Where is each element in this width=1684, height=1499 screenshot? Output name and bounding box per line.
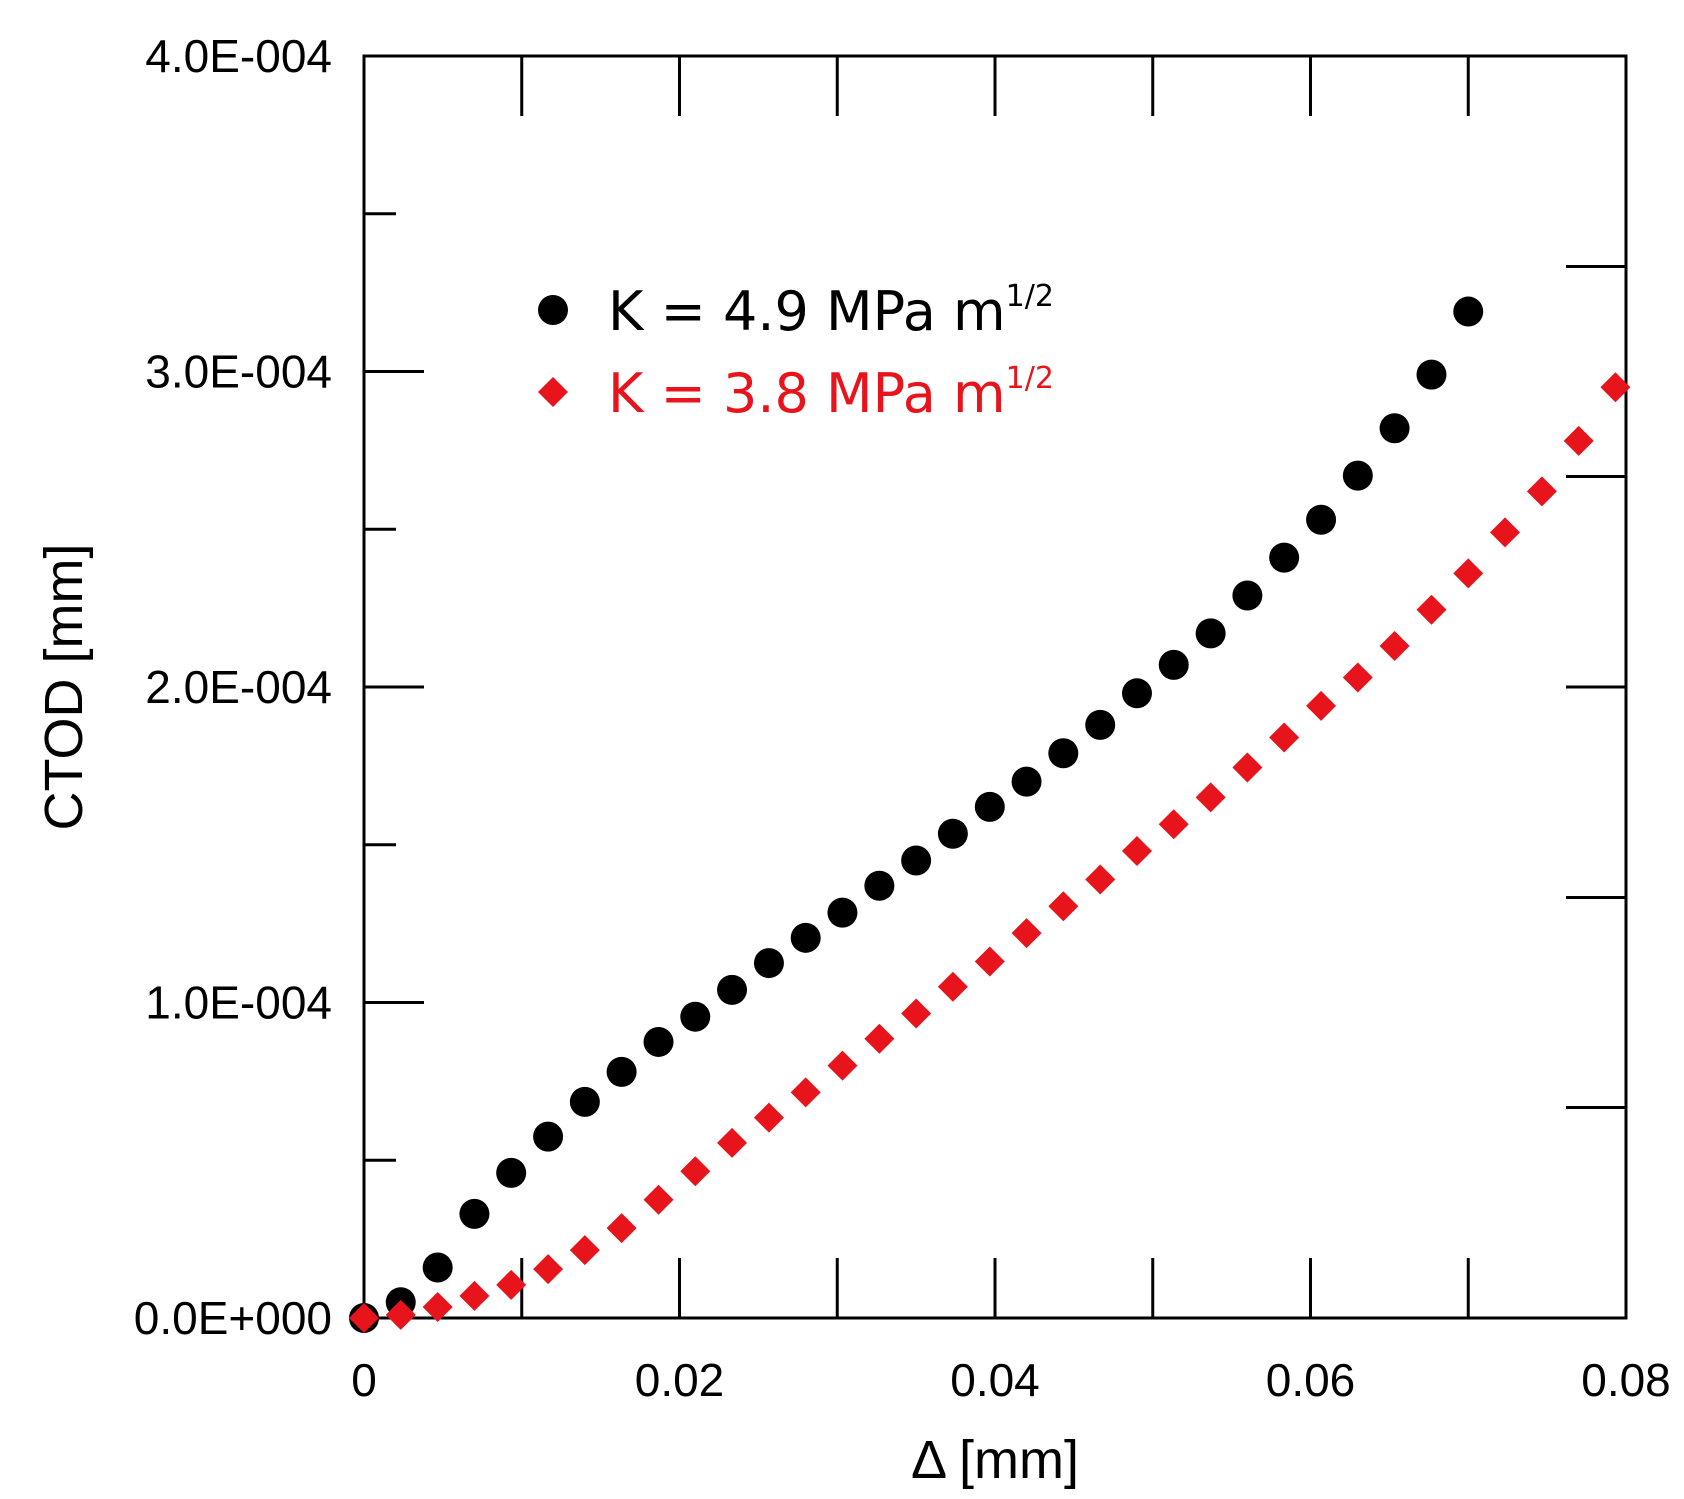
data-point-diamond	[606, 1213, 637, 1244]
data-point-circle	[422, 1252, 453, 1283]
data-point-circle	[974, 791, 1005, 822]
data-point-circle	[1011, 766, 1042, 797]
series-layer	[349, 296, 1631, 1333]
series-k-3-8	[349, 372, 1631, 1333]
data-point-diamond	[1121, 836, 1152, 867]
data-point-diamond	[974, 946, 1005, 977]
legend-marker-diamond	[538, 377, 568, 407]
data-point-diamond	[1048, 891, 1079, 922]
data-point-diamond	[496, 1269, 527, 1300]
legend-label: K = 3.8 MPa m1/2	[608, 361, 1054, 425]
legend-label: K = 4.9 MPa m1/2	[608, 279, 1054, 343]
x-tick-label: 0.02	[635, 1354, 725, 1406]
data-point-circle	[1048, 738, 1079, 769]
x-tick-label: 0	[351, 1354, 377, 1406]
series-k-4-9	[349, 296, 1484, 1333]
data-point-diamond	[717, 1127, 748, 1158]
data-point-circle	[1342, 460, 1373, 491]
data-point-diamond	[827, 1050, 858, 1081]
data-point-circle	[717, 974, 748, 1005]
data-point-circle	[569, 1086, 600, 1117]
legend: K = 4.9 MPa m1/2K = 3.8 MPa m1/2	[538, 279, 1054, 425]
data-point-diamond	[385, 1299, 416, 1330]
data-point-circle	[901, 845, 932, 876]
data-point-diamond	[569, 1235, 600, 1266]
data-point-circle	[864, 870, 895, 901]
data-point-circle	[1269, 542, 1300, 573]
y-tick-label: 3.0E-004	[145, 346, 332, 398]
y-tick-label: 0.0E+000	[134, 1292, 332, 1344]
data-point-diamond	[1379, 630, 1410, 661]
data-point-circle	[790, 922, 821, 953]
legend-label-superscript: 1/2	[1006, 279, 1054, 314]
x-tick-label: 0.06	[1266, 1354, 1356, 1406]
ticks-layer	[364, 56, 1626, 1318]
data-point-circle	[496, 1157, 527, 1188]
data-point-diamond	[1563, 425, 1594, 456]
data-point-circle	[753, 948, 784, 979]
data-point-diamond	[1232, 752, 1263, 783]
data-point-diamond	[790, 1077, 821, 1108]
data-point-diamond	[1416, 594, 1447, 625]
data-point-circle	[1121, 678, 1152, 709]
data-point-circle	[1416, 359, 1447, 390]
data-point-diamond	[1011, 918, 1042, 949]
data-point-circle	[459, 1198, 490, 1229]
data-point-circle	[1379, 413, 1410, 444]
data-point-diamond	[1306, 690, 1337, 721]
data-point-diamond	[901, 998, 932, 1029]
x-tick-label: 0.04	[950, 1354, 1040, 1406]
data-point-circle	[827, 897, 858, 928]
data-point-diamond	[459, 1280, 490, 1311]
data-point-diamond	[1158, 809, 1189, 840]
legend-label-main: K = 3.8 MPa m	[608, 362, 1006, 425]
data-point-diamond	[1526, 476, 1557, 507]
legend-label-superscript: 1/2	[1006, 361, 1054, 396]
y-tick-label: 1.0E-004	[145, 977, 332, 1029]
labels-layer: 0 0.02 0.04 0.06 0.08 0.0E+000 1.0E-004 2.0E-00…	[34, 30, 1671, 1490]
data-point-diamond	[349, 1303, 379, 1333]
data-point-diamond	[1453, 558, 1484, 589]
data-point-circle	[606, 1056, 637, 1087]
data-point-circle	[937, 818, 968, 849]
data-point-circle	[1453, 296, 1484, 327]
data-point-diamond	[937, 971, 968, 1002]
legend-label-main: K = 4.9 MPa m	[608, 280, 1006, 343]
data-point-circle	[1158, 649, 1189, 680]
data-point-diamond	[533, 1254, 564, 1285]
data-point-circle	[1306, 504, 1337, 535]
data-point-diamond	[1195, 782, 1226, 813]
data-point-circle	[680, 1001, 711, 1032]
data-point-circle	[1085, 709, 1116, 740]
x-axis-title: Δ [mm]	[911, 1430, 1079, 1490]
data-point-diamond	[753, 1102, 784, 1133]
legend-marker-circle	[538, 295, 568, 325]
y-tick-label: 2.0E-004	[145, 661, 332, 713]
y-axis-title: CTOD [mm]	[34, 544, 94, 831]
x-tick-label: 0.08	[1581, 1354, 1671, 1406]
data-point-diamond	[1600, 372, 1631, 403]
data-point-diamond	[1085, 864, 1116, 895]
data-point-diamond	[422, 1291, 453, 1322]
data-point-diamond	[1342, 662, 1373, 693]
data-point-diamond	[680, 1156, 711, 1187]
data-point-diamond	[1269, 722, 1300, 753]
data-point-diamond	[864, 1023, 895, 1054]
data-point-circle	[533, 1121, 564, 1152]
data-point-circle	[643, 1026, 674, 1057]
data-point-diamond	[643, 1184, 674, 1215]
y-tick-label: 4.0E-004	[145, 30, 332, 82]
data-point-circle	[1232, 580, 1263, 611]
data-point-diamond	[1490, 517, 1521, 548]
data-point-circle	[1195, 618, 1226, 649]
